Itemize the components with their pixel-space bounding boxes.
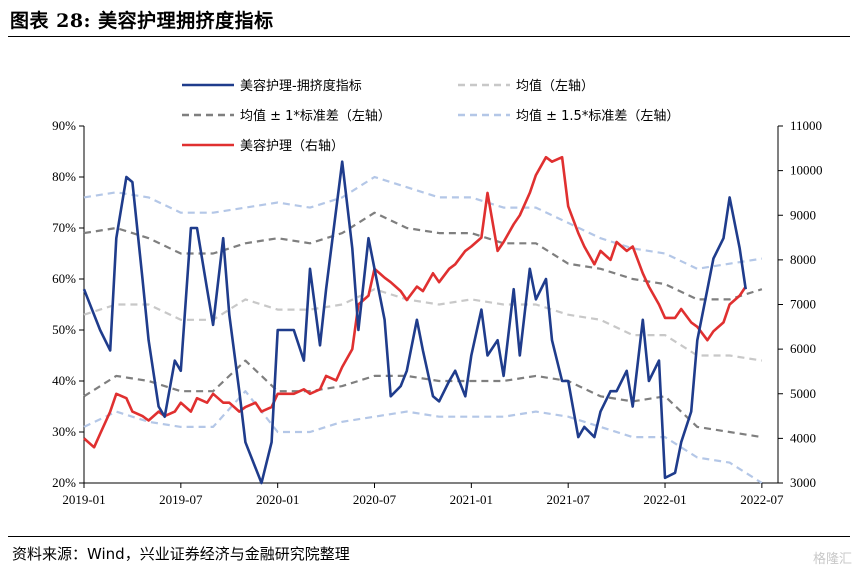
left-tick-label: 30% — [52, 424, 76, 439]
series-line-3 — [83, 359, 763, 439]
figure-title: 图表 28: 美容护理拥挤度指标 — [10, 10, 274, 32]
series-layer — [82, 155, 763, 485]
left-tick-label: 20% — [52, 475, 76, 490]
series-line-6 — [83, 155, 747, 449]
x-tick-label: 2020-01 — [256, 492, 299, 507]
x-tick-label: 2019-01 — [62, 492, 105, 507]
series-line-5 — [83, 390, 763, 484]
right-tick-label: 11000 — [790, 118, 822, 133]
right-tick-label: 5000 — [790, 386, 816, 401]
legend-label: 均值 ± 1.5*标准差（左轴） — [516, 108, 679, 124]
right-tick-label: 8000 — [790, 252, 816, 267]
left-tick-label: 90% — [52, 118, 76, 133]
watermark-logo: 格隆汇 — [812, 552, 852, 567]
title-rule — [8, 36, 850, 37]
x-axis-ticks: 2019-01 2019-07 2020-01 2020-07 2021-01 2021-… — [62, 483, 784, 507]
right-tick-label: 10000 — [790, 163, 823, 178]
x-tick-label: 2020-07 — [353, 492, 397, 507]
legend-label: 均值 ± 1*标准差（左轴） — [240, 108, 391, 124]
x-tick-label: 2019-07 — [159, 492, 203, 507]
left-axis-ticks: 20% 30% 40% 50% 60% 70% 80% 90% — [52, 118, 84, 490]
series-line-2 — [83, 211, 763, 301]
bottom-rule — [8, 536, 850, 537]
left-tick-label: 40% — [52, 373, 76, 388]
source-note: 资料来源：Wind，兴业证券经济与金融研究院整理 — [12, 545, 350, 563]
series-line-4 — [83, 175, 763, 270]
x-tick-label: 2021-01 — [450, 492, 493, 507]
legend-label: 美容护理（右轴） — [240, 138, 344, 154]
left-tick-label: 70% — [52, 220, 76, 235]
series-line-1 — [83, 288, 763, 362]
chart: 20% 30% 40% 50% 60% 70% 80% 90% 3000 4000 5000 600… — [52, 78, 823, 507]
right-tick-label: 4000 — [790, 430, 816, 445]
left-tick-label: 80% — [52, 169, 76, 184]
left-tick-label: 60% — [52, 271, 76, 286]
left-tick-label: 50% — [52, 322, 76, 337]
x-tick-label: 2022-07 — [740, 492, 784, 507]
right-tick-label: 9000 — [790, 207, 816, 222]
right-tick-label: 7000 — [790, 297, 816, 312]
x-tick-label: 2021-07 — [547, 492, 591, 507]
legend: 美容护理-拥挤度指标 均值（左轴） 均值 ± 1*标准差（左轴） 均值 ± 1.5*标… — [182, 78, 679, 154]
right-axis-ticks: 3000 4000 5000 6000 7000 8000 9000 10000 11000 — [778, 118, 823, 490]
legend-label: 美容护理-拥挤度指标 — [240, 78, 362, 94]
x-tick-label: 2022-01 — [643, 492, 686, 507]
legend-label: 均值（左轴） — [516, 78, 594, 94]
series-line-0 — [82, 160, 747, 485]
right-tick-label: 3000 — [790, 475, 816, 490]
right-tick-label: 6000 — [790, 341, 816, 356]
plot-frame — [83, 126, 779, 484]
